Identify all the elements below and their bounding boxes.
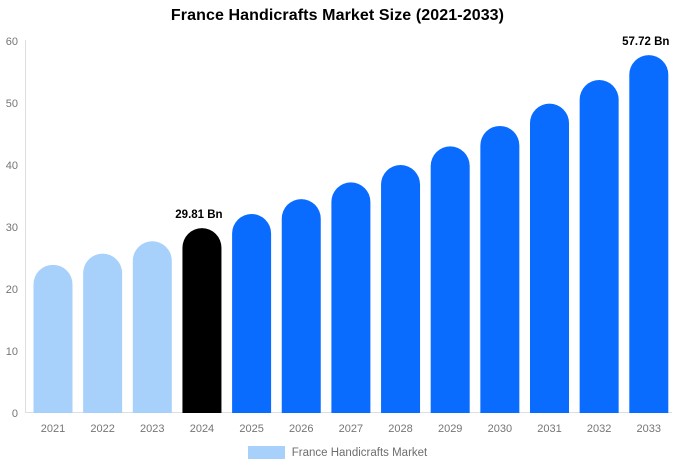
- y-tick-label: 30: [6, 222, 18, 234]
- x-tick-label: 2024: [190, 423, 214, 435]
- x-tick-label: 2032: [587, 423, 611, 435]
- x-tick-label: 2031: [537, 423, 561, 435]
- x-tick-label: 2025: [239, 423, 263, 435]
- x-tick-label: 2026: [289, 423, 313, 435]
- bar-2025: [232, 213, 272, 413]
- bar-2029: [430, 146, 470, 413]
- x-tick-label: 2021: [41, 423, 65, 435]
- y-tick-label: 60: [6, 36, 18, 48]
- bar-2030: [480, 125, 520, 413]
- x-tick-label: 2029: [438, 423, 462, 435]
- x-tick-label: 2023: [140, 423, 164, 435]
- bar-2033: [629, 55, 669, 414]
- bar-2021: [33, 264, 73, 413]
- x-tick-label: 2030: [488, 423, 512, 435]
- y-tick-label: 10: [6, 346, 18, 358]
- y-tick-label: 20: [6, 284, 18, 296]
- bar-2022: [83, 253, 123, 413]
- bar-value-label: 29.81 Bn: [175, 209, 222, 221]
- bar-2023: [132, 241, 172, 413]
- bar-2026: [281, 199, 321, 413]
- x-tick-label: 2033: [637, 423, 661, 435]
- bar-value-label: 57.72 Bn: [622, 36, 669, 48]
- x-tick-label: 2027: [339, 423, 363, 435]
- bar-2028: [381, 165, 421, 413]
- x-tick-label: 2028: [388, 423, 412, 435]
- legend-swatch: [247, 446, 285, 459]
- bar-2027: [331, 182, 371, 413]
- chart-title: France Handicrafts Market Size (2021-203…: [170, 7, 505, 24]
- y-tick-label: 0: [12, 408, 18, 420]
- legend-label: France Handicrafts Market: [291, 446, 428, 459]
- legend: France Handicrafts Market: [0, 446, 675, 459]
- x-tick-label: 2022: [90, 423, 114, 435]
- bar-2031: [530, 103, 569, 414]
- bar-2032: [579, 80, 619, 413]
- y-tick-label: 50: [6, 98, 18, 110]
- y-tick-label: 40: [6, 160, 18, 172]
- bar-2024: [182, 228, 222, 413]
